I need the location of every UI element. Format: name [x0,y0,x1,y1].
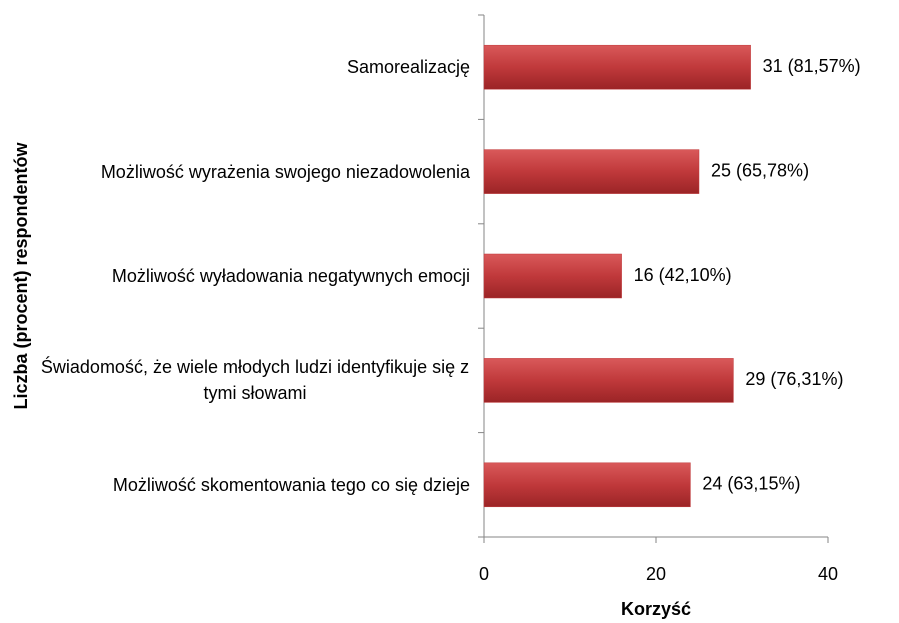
value-label: 24 (63,15%) [702,474,800,494]
value-label: 25 (65,78%) [711,160,809,180]
category-label-box: Możliwość wyładowania negatywnych emocji [30,226,470,326]
y-tick-label: Możliwość wyładowania negatywnych emocji [111,266,470,286]
x-tick-label: 0 [479,564,489,584]
bar [483,44,751,90]
category-label-box: Możliwość skomentowania tego co się dzie… [30,435,470,535]
x-tick-label: 40 [818,564,838,584]
category-label-box: Samorealizację [30,17,470,117]
bar [483,462,691,508]
value-label: 29 (76,31%) [745,369,843,389]
bar [483,358,734,403]
x-tick-label: 20 [646,564,666,584]
bar [483,149,700,194]
category-label-box: Świadomość, że wiele młodych ludzi ident… [30,330,470,430]
y-axis-title: Liczba (procent) respondentów [11,141,31,409]
category-label-box: Możliwość wyrażenia swojego niezadowolen… [30,122,470,222]
y-tick-label: Samorealizację [346,57,470,78]
y-tick-label: Możliwość skomentowania tego co się dzie… [112,474,470,495]
y-tick-label: Świadomość, że wiele młodych ludzi ident… [40,357,470,404]
bar [483,253,622,299]
x-axis-title: Korzyść [621,599,691,619]
value-label: 16 (42,10%) [634,265,732,285]
value-label: 31 (81,57%) [763,56,861,76]
y-tick-label: Możliwość wyrażenia swojego niezadowolen… [100,161,470,182]
